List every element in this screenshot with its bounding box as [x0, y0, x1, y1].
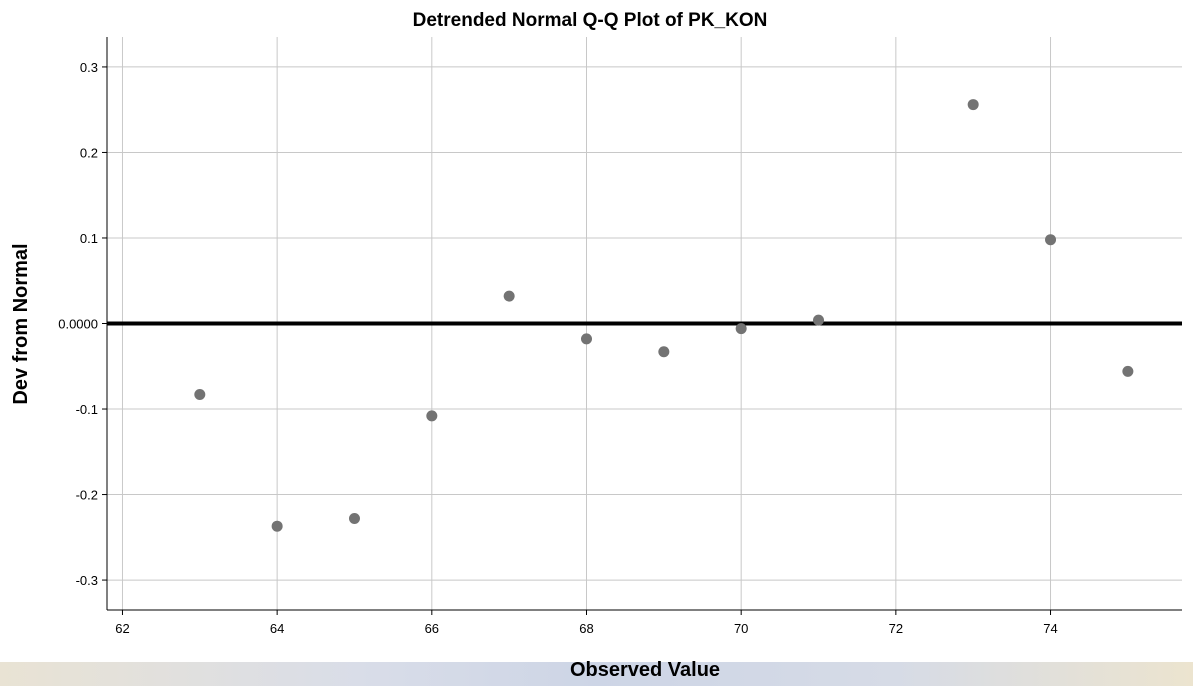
data-point: [426, 410, 438, 422]
x-tick-label: 68: [579, 621, 593, 636]
data-point: [580, 333, 592, 345]
data-point: [735, 323, 747, 335]
data-point: [348, 512, 360, 524]
y-tick-label: 0.2: [80, 145, 98, 160]
x-tick-label: 66: [425, 621, 439, 636]
x-tick-labels: 62 64 66 68 70 72 74: [115, 610, 1058, 636]
y-tick-labels: 0.3 0.2 0.1 0.0000 -0.1 -0.2 -0.3: [58, 60, 107, 588]
data-point: [1045, 234, 1057, 246]
y-tick-label: -0.1: [76, 402, 98, 417]
background-strip: [0, 662, 1193, 686]
x-tick-label: 64: [270, 621, 284, 636]
y-tick-label: 0.0000: [58, 317, 98, 332]
data-point: [813, 314, 825, 326]
y-tick-label: 0.3: [80, 60, 98, 75]
x-tick-label: 70: [734, 621, 748, 636]
chart-title: Detrended Normal Q-Q Plot of PK_KON: [413, 10, 768, 31]
x-tick-label: 74: [1043, 621, 1057, 636]
data-point: [967, 99, 979, 111]
data-point: [194, 388, 206, 400]
y-axis-title: Dev from Normal: [10, 243, 32, 404]
y-tick-label: -0.3: [76, 573, 98, 588]
y-tick-label: -0.2: [76, 488, 98, 503]
data-point: [1122, 365, 1134, 377]
y-tick-label: 0.1: [80, 231, 98, 246]
x-tick-label: 72: [889, 621, 903, 636]
data-point: [503, 290, 515, 302]
y-gridlines: [107, 66, 1182, 581]
data-points: [194, 99, 1134, 532]
data-point: [271, 520, 283, 532]
x-axis-title: Observed Value: [570, 659, 720, 681]
x-tick-label: 62: [115, 621, 129, 636]
data-point: [658, 346, 670, 358]
